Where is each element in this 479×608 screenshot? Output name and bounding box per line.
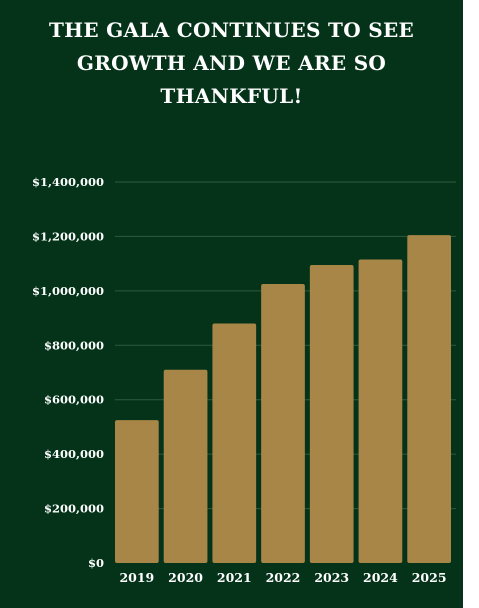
bar-2022	[261, 284, 305, 563]
bar-2023	[309, 265, 354, 563]
y-tick-label: $600,000	[44, 393, 104, 407]
y-tick-label: $1,400,000	[32, 175, 104, 189]
x-tick-label: 2021	[217, 570, 252, 585]
y-tick-label: $200,000	[44, 502, 104, 516]
bar-2021	[212, 323, 257, 563]
chart-title: THE GALA CONTINUES TO SEE GROWTH AND WE …	[48, 18, 415, 108]
bar-2020	[163, 369, 208, 563]
y-tick-label: $1,200,000	[32, 229, 104, 243]
bar-chart: $0 $200,000 $400,000 $600,000 $800,000 $1,000…	[32, 175, 456, 585]
x-tick-label: 2019	[119, 570, 154, 585]
chart-panel: THE GALA CONTINUES TO SEE GROWTH AND WE …	[0, 0, 463, 608]
x-tick-label: 2023	[314, 570, 349, 585]
x-tick-label: 2024	[363, 570, 398, 585]
y-tick-label: $1,000,000	[32, 284, 104, 298]
x-tick-label: 2025	[412, 570, 447, 585]
bar-2025	[407, 235, 451, 563]
bar-2024	[358, 259, 403, 563]
y-tick-label: $0	[88, 556, 104, 570]
x-tick-label: 2022	[266, 570, 301, 585]
bar-2019	[115, 420, 159, 563]
x-tick-label: 2020	[168, 570, 203, 585]
y-tick-label: $800,000	[44, 338, 104, 352]
y-tick-label: $400,000	[44, 447, 104, 461]
